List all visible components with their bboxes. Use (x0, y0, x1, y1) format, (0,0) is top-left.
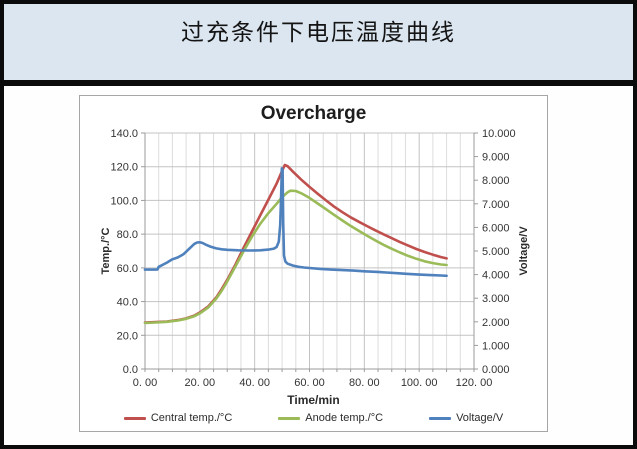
x-axis-title: Time/min (287, 393, 340, 407)
y-left-tick-label: 20.0 (117, 330, 138, 342)
legend-swatch-anode-temp (278, 416, 301, 420)
legend-item-anode-temp: Anode temp./°C (278, 412, 383, 424)
x-tick-label: 20. 00 (185, 377, 216, 389)
y-right-tick-label: 3.000 (482, 293, 510, 305)
page-title: 过充条件下电压温度曲线 (181, 20, 456, 45)
left-axis-title: Temp./°C (100, 227, 112, 275)
y-left-tick-label: 40.0 (117, 297, 138, 309)
right-axis-title: Voltage/V (518, 226, 530, 276)
chart-frame: Overcharge 0.0 20.0 40.0 60.0 80.0 100.0 120.0… (79, 95, 548, 432)
y-left-tick-label: 120.0 (110, 162, 138, 174)
y-right-tick-label: 6.000 (482, 222, 510, 234)
y-right-tick-label: 8.000 (482, 175, 510, 187)
y-right-tick-label: 10.000 (482, 128, 516, 140)
x-tick-label: 80. 00 (349, 377, 380, 389)
y-right-tick-label: 2.000 (482, 317, 510, 329)
x-tick-label: 120. 00 (456, 377, 493, 389)
y-right-tick-label: 0.000 (482, 364, 510, 376)
x-tick-label: 100. 00 (401, 377, 438, 389)
chart-plot-area: 0.020.040.060.080.0100.0120.0140.00.0001… (110, 128, 516, 389)
legend-label-voltage: Voltage/V (456, 412, 504, 424)
report-header-cell: 过充条件下电压温度曲线 (4, 4, 633, 86)
chart-title: Overcharge (260, 103, 367, 124)
y-right-tick-label: 5.000 (482, 246, 510, 258)
legend-item-central-temp: Central temp./°C (123, 412, 233, 424)
y-right-tick-label: 1.000 (482, 340, 510, 352)
y-left-tick-label: 60.0 (117, 263, 138, 275)
x-tick-label: 40. 00 (239, 377, 270, 389)
y-right-tick-label: 9.000 (482, 152, 510, 164)
legend-item-voltage: Voltage/V (429, 412, 503, 424)
y-left-tick-label: 0.0 (123, 364, 138, 376)
y-left-tick-label: 140.0 (110, 128, 138, 140)
y-left-tick-label: 100.0 (110, 195, 138, 207)
x-tick-label: 60. 00 (294, 377, 325, 389)
legend-label-anode-temp: Anode temp./°C (305, 412, 384, 424)
x-tick-label: 0. 00 (133, 377, 157, 389)
legend-swatch-central-temp (123, 416, 146, 420)
y-right-tick-label: 4.000 (482, 270, 510, 282)
report-body-cell: Overcharge 0.0 20.0 40.0 60.0 80.0 100.0 120.0… (4, 86, 633, 445)
y-right-tick-label: 7.000 (482, 199, 510, 211)
series-voltage (143, 167, 448, 278)
legend-swatch-voltage (429, 416, 452, 420)
series-anode-temp (143, 189, 448, 325)
chart-legend: Central temp./°C Anode temp./°C Voltage/… (80, 412, 547, 424)
legend-label-central-temp: Central temp./°C (150, 412, 233, 424)
y-left-tick-label: 80.0 (117, 229, 138, 241)
